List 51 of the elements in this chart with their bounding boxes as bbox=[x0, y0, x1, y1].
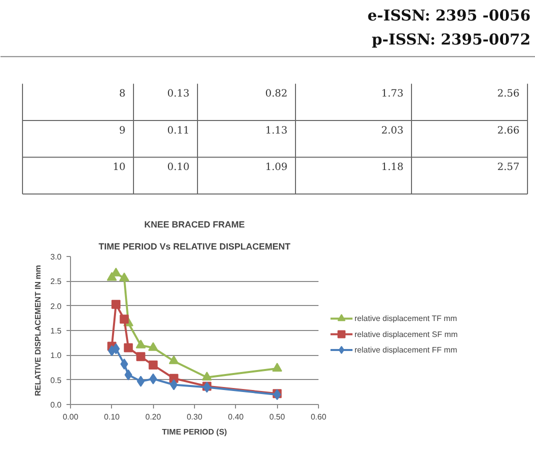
text: 10 bbox=[112, 162, 126, 174]
x-tick-label: 0.00 bbox=[62, 412, 79, 422]
point bbox=[111, 300, 120, 309]
text: 2.03 bbox=[381, 125, 404, 136]
point bbox=[136, 352, 146, 362]
text: 0.82 bbox=[265, 88, 288, 100]
y-tick-label: 2.5 bbox=[50, 277, 62, 286]
legend-label: relative displacement SF mm bbox=[354, 330, 458, 339]
point bbox=[120, 358, 128, 370]
y-tick-label: 1.0 bbox=[50, 351, 62, 360]
text: 2.66 bbox=[497, 125, 520, 136]
y-tick-label: 2.0 bbox=[50, 302, 62, 311]
text: 2.57 bbox=[497, 162, 520, 174]
text: p-ISSN: 2395-0072 bbox=[372, 30, 531, 48]
text: 0.11 bbox=[167, 125, 190, 136]
chart-subtitle: TIME PERIOD Vs RELATIVE DISPLACEMENT bbox=[98, 242, 291, 252]
chart-title: KNEE BRACED FRAME bbox=[144, 220, 245, 230]
y-tick-label: 0.5 bbox=[50, 376, 62, 385]
point bbox=[120, 314, 129, 324]
text: 8 bbox=[119, 88, 126, 100]
x-tick-label: 0.50 bbox=[269, 412, 286, 422]
x-tick-label: 0.10 bbox=[104, 412, 120, 422]
y-tick-label: 0.0 bbox=[50, 400, 62, 410]
point bbox=[124, 343, 133, 352]
text: 1.18 bbox=[381, 162, 404, 174]
text: 0.13 bbox=[167, 88, 190, 100]
point bbox=[272, 362, 282, 372]
point bbox=[136, 376, 145, 387]
point bbox=[119, 272, 130, 282]
text: 1.73 bbox=[381, 88, 404, 100]
point bbox=[148, 360, 158, 370]
x-tick-label: 0.30 bbox=[186, 412, 203, 422]
x-tick-label: 0.60 bbox=[310, 412, 327, 422]
text: 1.13 bbox=[265, 125, 288, 136]
text: 2.56 bbox=[497, 88, 520, 100]
text: 9 bbox=[119, 125, 126, 136]
legend-label: relative displacement FF mm bbox=[354, 345, 458, 354]
text: 1.09 bbox=[265, 162, 288, 174]
point bbox=[202, 372, 212, 380]
point bbox=[168, 355, 179, 364]
text: 0.10 bbox=[167, 162, 190, 174]
x-axis-title: TIME PERIOD (S) bbox=[162, 428, 228, 436]
legend-label: relative displacement TF mm bbox=[354, 314, 458, 324]
y-tick-label: 1.5 bbox=[50, 326, 62, 336]
point bbox=[148, 342, 158, 351]
y-tick-label: 3.0 bbox=[50, 252, 62, 262]
point bbox=[136, 340, 146, 348]
text: e-ISSN: 2395 -0056 bbox=[368, 6, 531, 24]
x-tick-label: 0.40 bbox=[228, 412, 244, 422]
y-axis-title: RELATIVE DISPLACEMENT IN mm bbox=[33, 265, 42, 396]
x-tick-label: 0.20 bbox=[145, 412, 162, 422]
